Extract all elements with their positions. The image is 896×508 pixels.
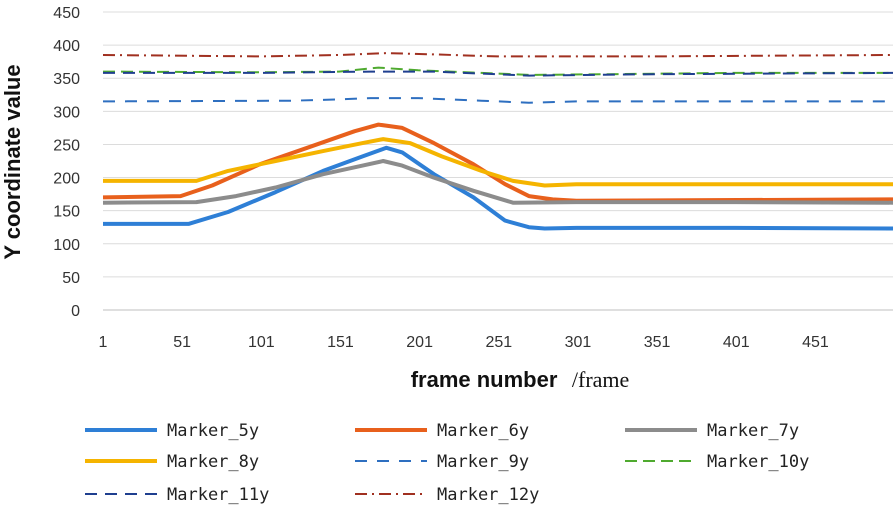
legend-label: Marker_11y <box>167 485 269 505</box>
y-tick-label: 100 <box>53 237 80 254</box>
series-line-marker-8y <box>103 137 893 188</box>
x-tick-label: 1 <box>99 334 108 351</box>
legend-label: Marker_12y <box>437 485 539 505</box>
legend-label: Marker_9y <box>437 452 529 472</box>
y-tick-label: 0 <box>71 303 80 320</box>
y-tick-label: 150 <box>53 204 80 221</box>
y-tick-label: 350 <box>53 71 80 88</box>
legend-label: Marker_7y <box>707 421 799 441</box>
y-tick-labels: 0 50 100 150 200 250 300 350 400 450 <box>53 5 80 320</box>
y-tick-label: 200 <box>53 171 80 188</box>
series-lines <box>102 52 894 231</box>
y-axis-label: Y coordinate value <box>0 64 25 259</box>
x-tick-labels: 1 51 101 151 201 251 301 351 401 451 <box>99 334 829 351</box>
x-tick-label: 51 <box>173 334 191 351</box>
y-tick-label: 250 <box>53 137 80 154</box>
x-tick-label: 351 <box>644 334 671 351</box>
legend-label: Marker_6y <box>437 421 529 441</box>
x-tick-label: 201 <box>406 334 433 351</box>
x-tick-label: 101 <box>248 334 275 351</box>
x-tick-label: 301 <box>565 334 592 351</box>
series-line-marker-6y <box>102 122 894 203</box>
legend-label: Marker_5y <box>167 421 259 441</box>
y-tick-label: 450 <box>53 5 80 22</box>
series-line-marker-11y <box>103 70 894 77</box>
series-line-marker-12y <box>102 52 894 58</box>
x-axis-label: frame number /frame <box>411 367 630 392</box>
x-tick-label: 151 <box>327 334 354 351</box>
series-line-marker-5y <box>103 145 894 231</box>
x-tick-label: 401 <box>723 334 750 351</box>
y-tick-label: 400 <box>53 38 80 55</box>
x-axis-label-unit: /frame <box>572 367 629 392</box>
series-line-marker-9y <box>102 97 893 104</box>
x-tick-label: 251 <box>485 334 512 351</box>
x-axis-label-main: frame number <box>411 367 558 392</box>
y-tick-label: 300 <box>53 104 80 121</box>
legend-label: Marker_10y <box>707 452 809 472</box>
y-tick-label: 50 <box>62 270 80 287</box>
x-tick-label: 451 <box>802 334 829 351</box>
legend-label: Marker_8y <box>167 452 259 472</box>
legend: Marker_5y Marker_6y Marker_7y Marker_8y Mark… <box>85 421 809 505</box>
series-line-marker-7y <box>102 159 894 205</box>
